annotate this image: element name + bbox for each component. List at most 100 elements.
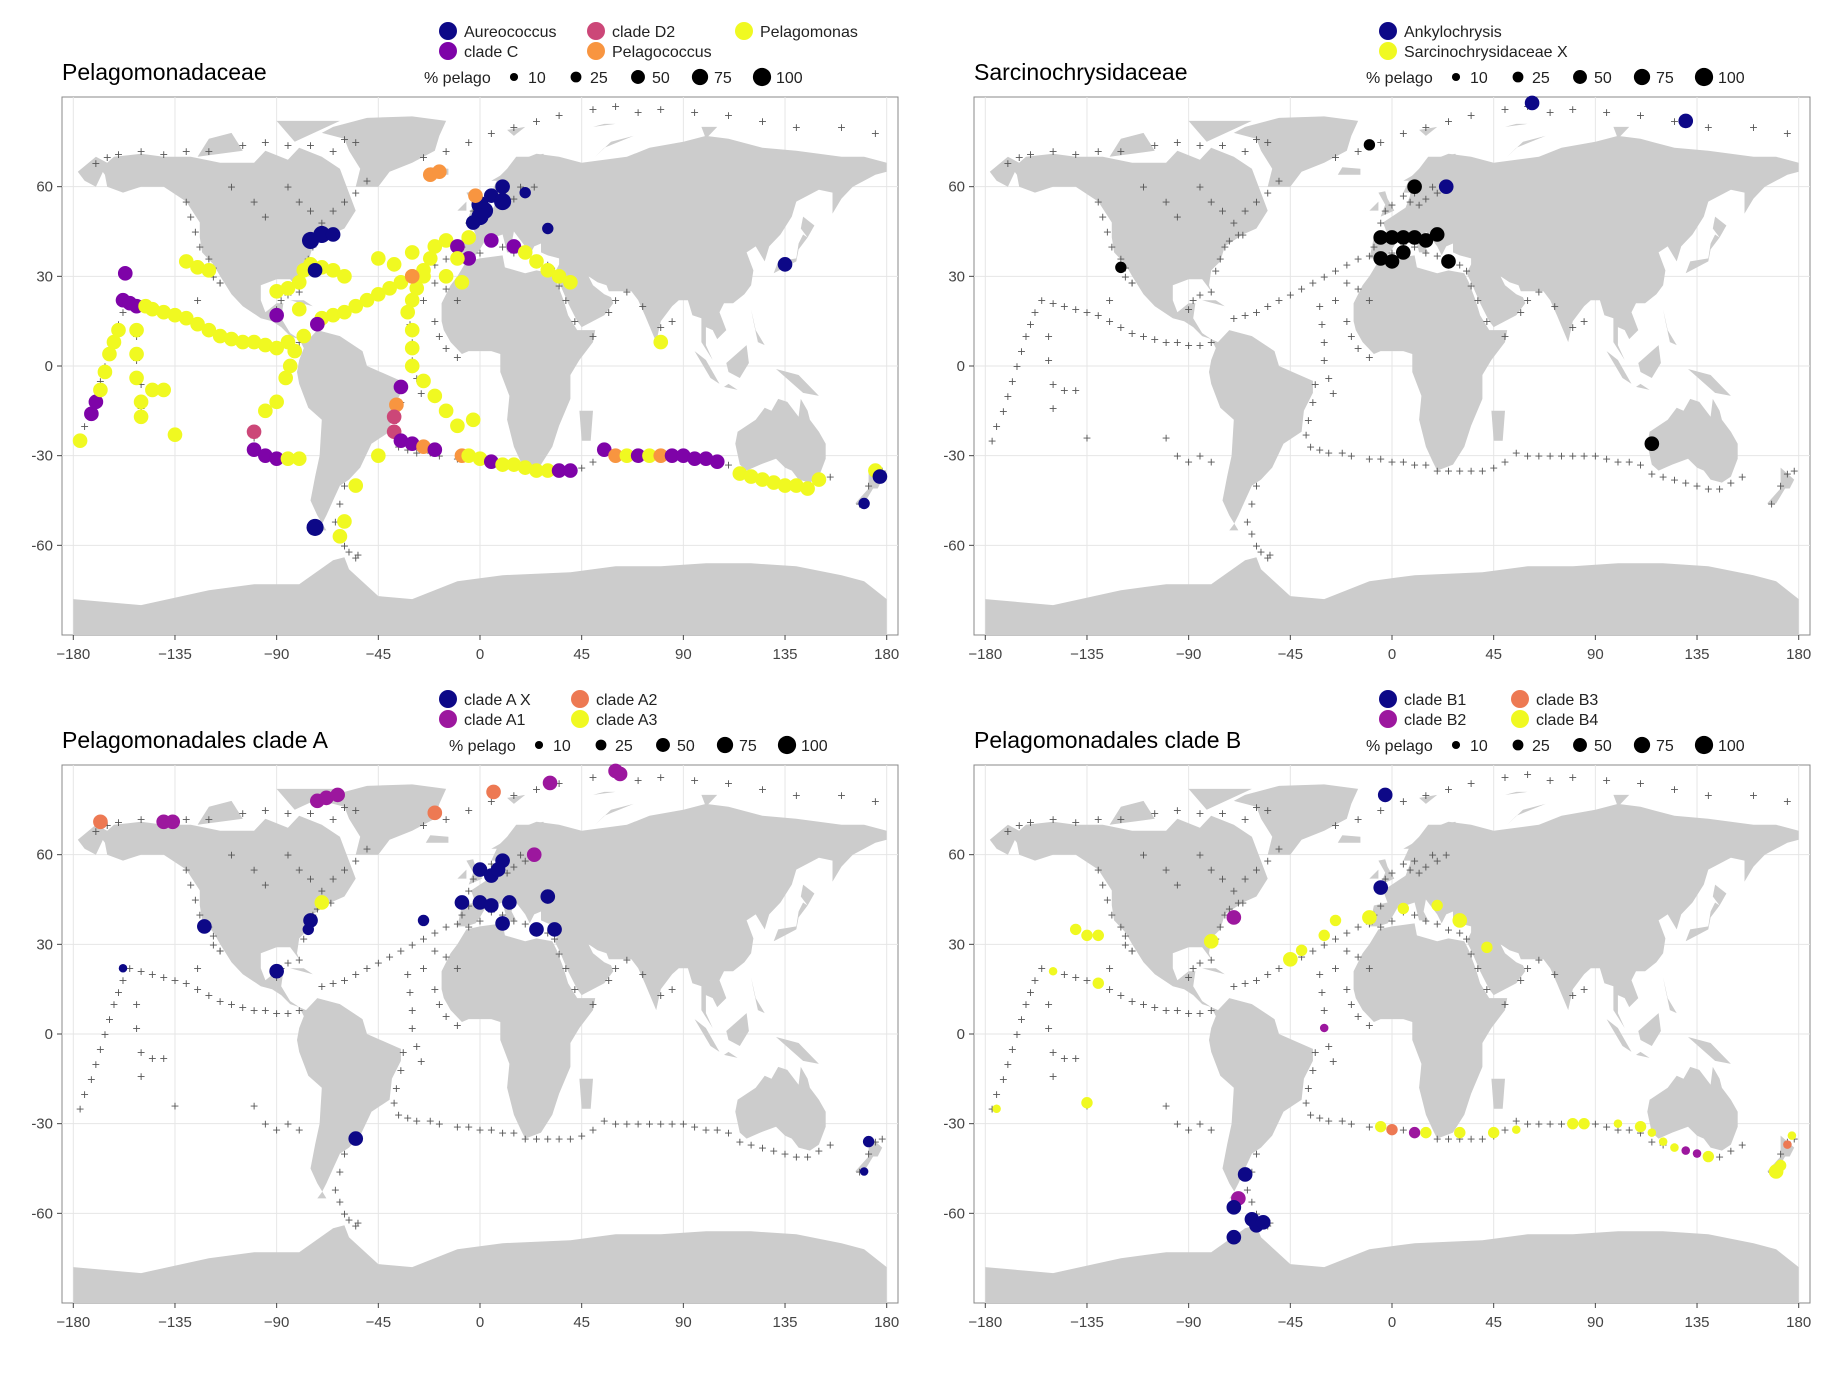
y-tick-label: 60: [36, 179, 53, 196]
station-marker: +: [1550, 300, 1559, 313]
station-marker: +: [1410, 855, 1419, 868]
sample-point: [416, 439, 431, 455]
station-marker: +: [103, 819, 112, 832]
land-shape: [579, 1078, 593, 1109]
sample-point: [630, 448, 646, 463]
station-marker: +: [1462, 932, 1471, 945]
land-shape: [855, 1156, 874, 1172]
station-marker: +: [503, 867, 512, 880]
station-marker: +: [306, 807, 315, 820]
station-marker: +: [430, 258, 439, 271]
station-marker: +: [329, 145, 338, 158]
station-marker: +: [1048, 402, 1057, 415]
station-marker: +: [1315, 300, 1324, 313]
sample-point: [450, 251, 465, 266]
station-marker: +: [430, 276, 439, 289]
legend-label: clade B1: [1404, 692, 1466, 709]
size-legend-dot: [534, 740, 544, 750]
y-tick-label: 60: [948, 847, 965, 864]
land-shape: [1378, 859, 1395, 885]
size-legend-dot: [509, 72, 519, 82]
sample-point: [608, 448, 623, 463]
station-marker: +: [1331, 819, 1340, 832]
sample-point: [1373, 230, 1389, 245]
station-marker: +: [1387, 914, 1396, 927]
sample-point: [330, 787, 345, 803]
station-marker: +: [1048, 1070, 1057, 1083]
station-marker: +: [441, 950, 450, 963]
station-marker: +: [1365, 453, 1374, 466]
station-marker: +: [103, 151, 112, 164]
station-marker: +: [1681, 477, 1690, 490]
land-shape: [724, 1051, 738, 1058]
station-marker: +: [417, 1055, 426, 1068]
station-marker: +: [475, 246, 484, 259]
panel-sarcinochrysidaceae: Sarcinochrysidaceae Ankylochrysis Sarcinoc…: [912, 0, 1824, 685]
station-marker: +: [792, 789, 801, 802]
station-marker: +: [412, 1115, 421, 1128]
station-marker: +: [837, 789, 846, 802]
station-marker: +: [1173, 804, 1182, 817]
station-marker: +: [283, 181, 292, 194]
land-shape: [1663, 309, 1677, 346]
sample-points: [72, 164, 888, 544]
sample-point: [325, 263, 341, 278]
station-marker: +: [1107, 908, 1116, 921]
station-marker: +: [1376, 920, 1385, 933]
station-marker: +: [1207, 864, 1216, 877]
station-marker: +: [1128, 276, 1137, 289]
station-marker: +: [1128, 944, 1137, 957]
panel-title: Pelagomonadaceae: [62, 59, 267, 85]
station-marker: +: [1195, 1118, 1204, 1131]
station-marker: +: [1247, 497, 1256, 510]
station-marker: +: [1211, 264, 1220, 277]
sample-point: [111, 322, 126, 338]
station-marker: +: [1455, 258, 1464, 271]
station-marker: +: [622, 953, 631, 966]
x-tick-label: −180: [968, 646, 1002, 663]
station-marker: +: [690, 1121, 699, 1134]
legend-swatch: [1511, 690, 1529, 708]
sample-point: [1092, 977, 1104, 989]
legend-swatch: [571, 710, 589, 728]
station-marker: +: [351, 804, 360, 817]
sample-point: [529, 254, 544, 269]
station-marker: +: [1128, 327, 1137, 340]
land-shape: [1403, 821, 1460, 867]
sample-point: [526, 847, 542, 862]
sample-point: [862, 1135, 875, 1148]
station-marker: +: [419, 932, 428, 945]
land-shape: [773, 902, 808, 942]
station-marker: +: [91, 1058, 100, 1071]
station-marker: +: [1012, 360, 1021, 373]
sample-point: [1395, 245, 1411, 260]
station-marker: +: [1591, 1118, 1600, 1131]
station-marker: +: [441, 920, 450, 933]
y-tick-label: -60: [943, 1205, 965, 1222]
x-tick-label: −180: [56, 1314, 90, 1331]
legend-label: clade B4: [1536, 712, 1598, 729]
station-marker: +: [204, 145, 213, 158]
station-marker: +: [464, 1121, 473, 1134]
station-marker: +: [1225, 234, 1234, 247]
land-shape: [1638, 345, 1661, 378]
station-marker: +: [1466, 109, 1475, 122]
sample-point: [664, 448, 680, 463]
legend-swatch: [735, 22, 753, 40]
station-marker: +: [1150, 139, 1159, 152]
station-marker: +: [1218, 139, 1227, 152]
sample-point: [1384, 230, 1400, 245]
station-marker: +: [1229, 217, 1238, 230]
y-tick-label: -30: [943, 1116, 965, 1133]
station-marker: +: [204, 252, 213, 265]
station-marker: +: [1421, 789, 1430, 802]
station-marker: +: [1184, 456, 1193, 469]
station-marker: +: [1331, 932, 1340, 945]
station-marker: +: [118, 974, 127, 987]
station-marker: +: [1342, 926, 1351, 939]
sample-point: [319, 790, 334, 806]
sample-point: [258, 448, 273, 463]
land-shape: [1337, 835, 1361, 843]
size-legend-label: 25: [615, 738, 633, 755]
station-marker: +: [464, 804, 473, 817]
